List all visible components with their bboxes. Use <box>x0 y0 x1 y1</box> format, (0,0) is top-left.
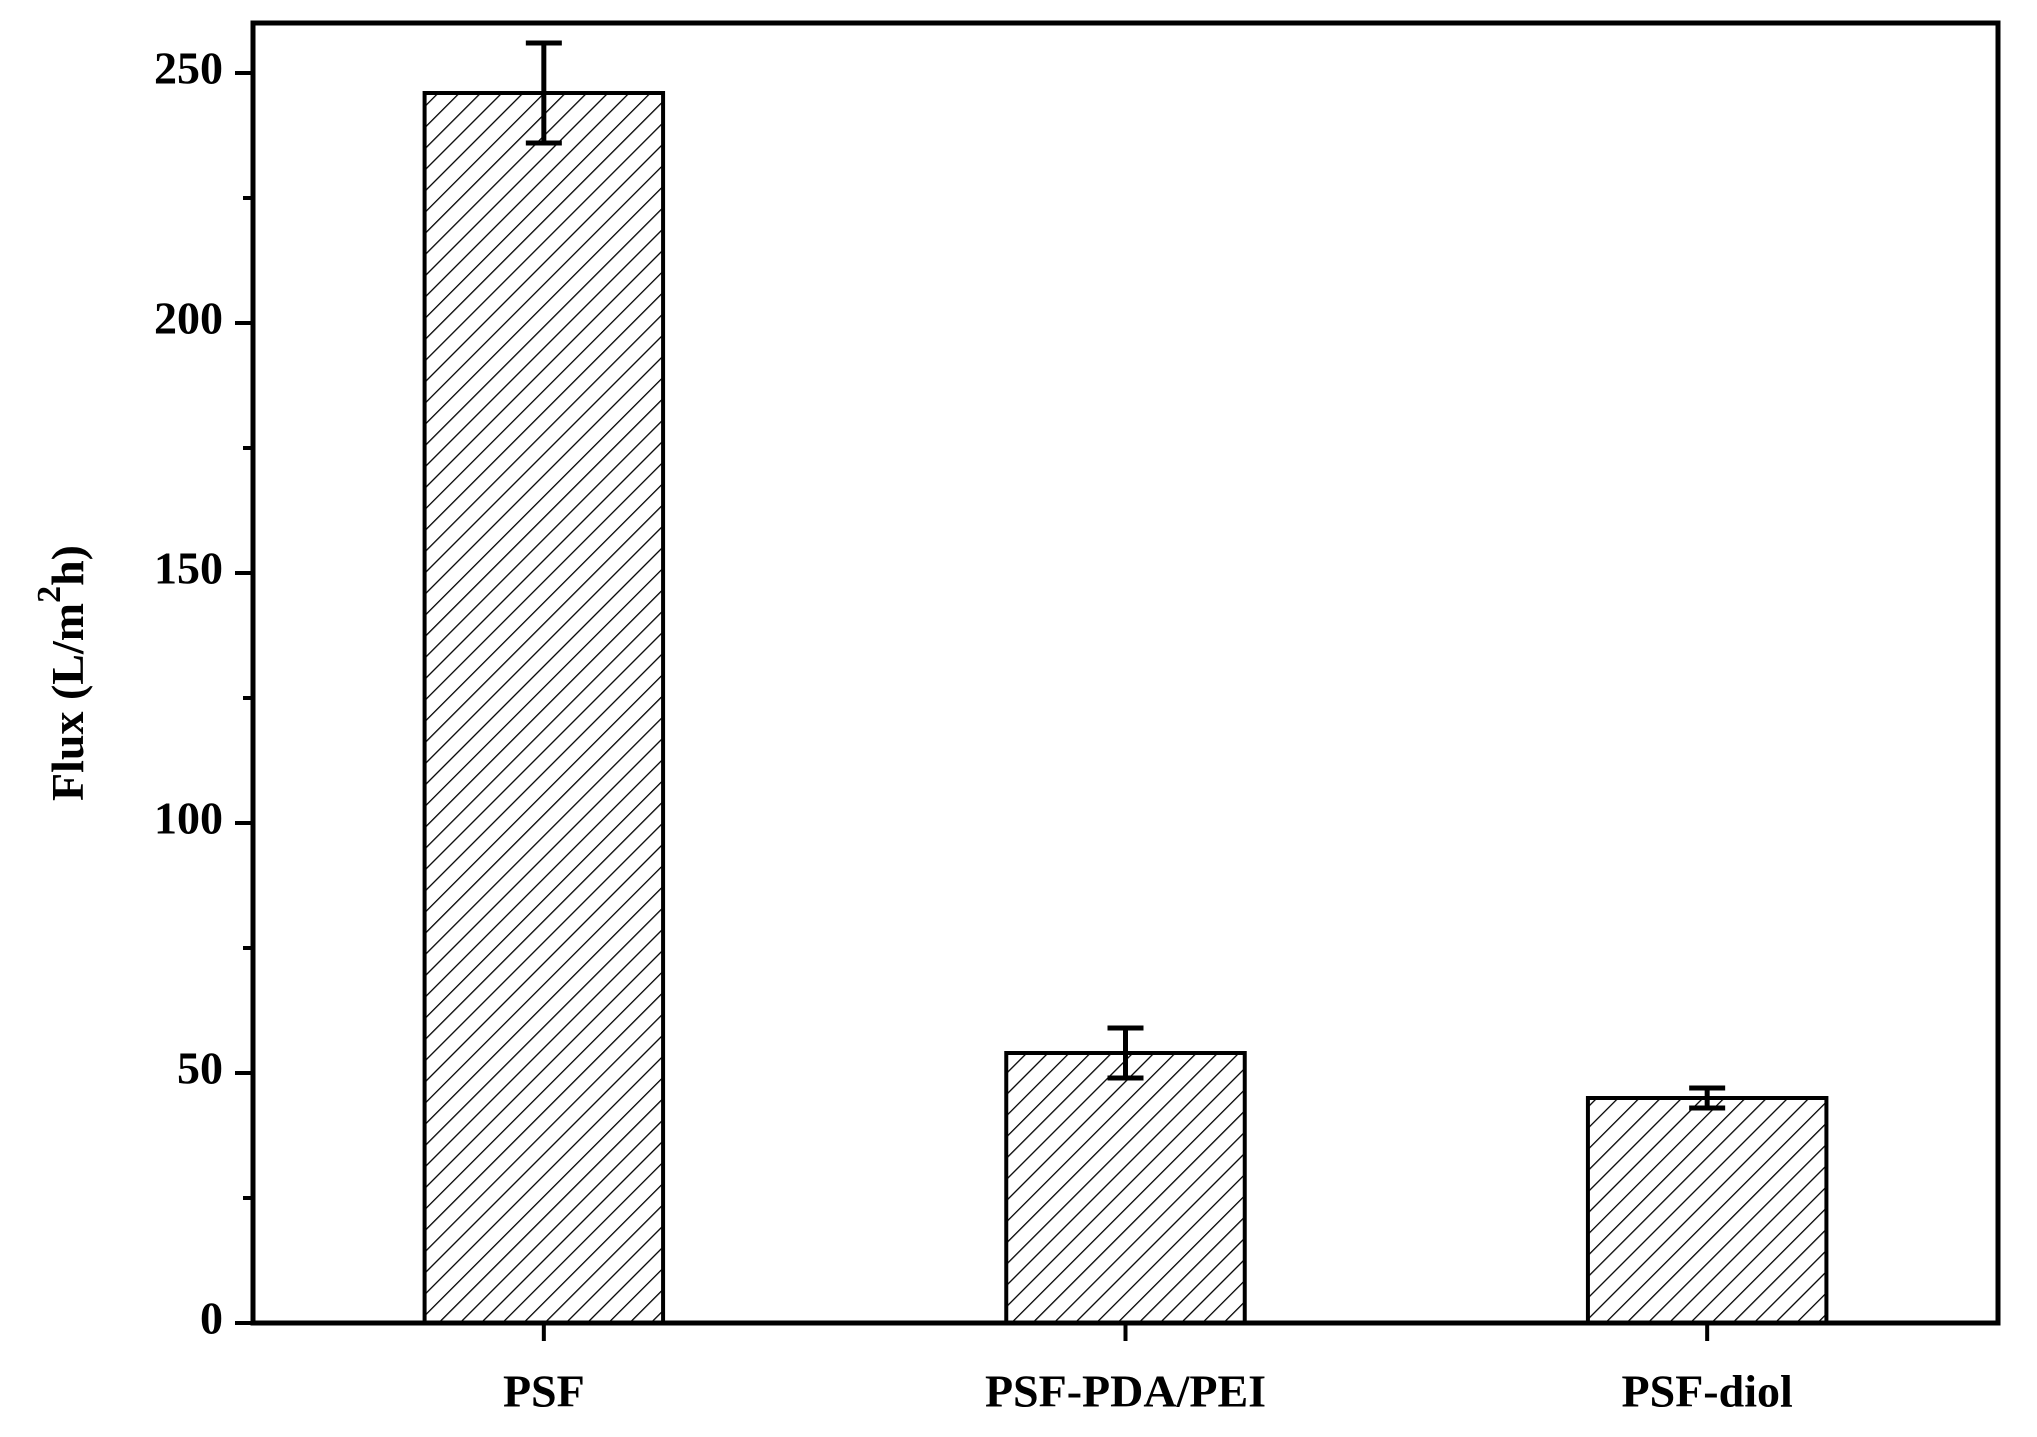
y-tick-label: 100 <box>154 793 223 844</box>
x-tick-label: PSF-PDA/PEI <box>985 1366 1266 1417</box>
y-label-superscript: 2 <box>31 586 68 603</box>
y-label-part: Flux (L/m <box>42 603 93 801</box>
bar <box>1585 1096 1829 1325</box>
error-bar <box>525 40 562 146</box>
x-tick-label: PSF <box>503 1366 585 1417</box>
bar <box>422 91 666 1325</box>
y-tick-label: 0 <box>200 1293 223 1344</box>
y-tick-label: 150 <box>154 543 223 594</box>
y-tick-label: 250 <box>154 43 223 94</box>
error-bar <box>1107 1025 1144 1081</box>
y-axis-label: Flux (L/m2h) <box>31 545 93 801</box>
plot-area <box>422 40 1829 1325</box>
x-tick-label: PSF-diol <box>1622 1366 1793 1417</box>
error-bar <box>1689 1085 1726 1111</box>
y-label-part: h) <box>42 545 93 586</box>
y-tick-label: 200 <box>154 293 223 344</box>
y-tick-label: 50 <box>177 1043 223 1094</box>
bar <box>1004 1051 1247 1325</box>
